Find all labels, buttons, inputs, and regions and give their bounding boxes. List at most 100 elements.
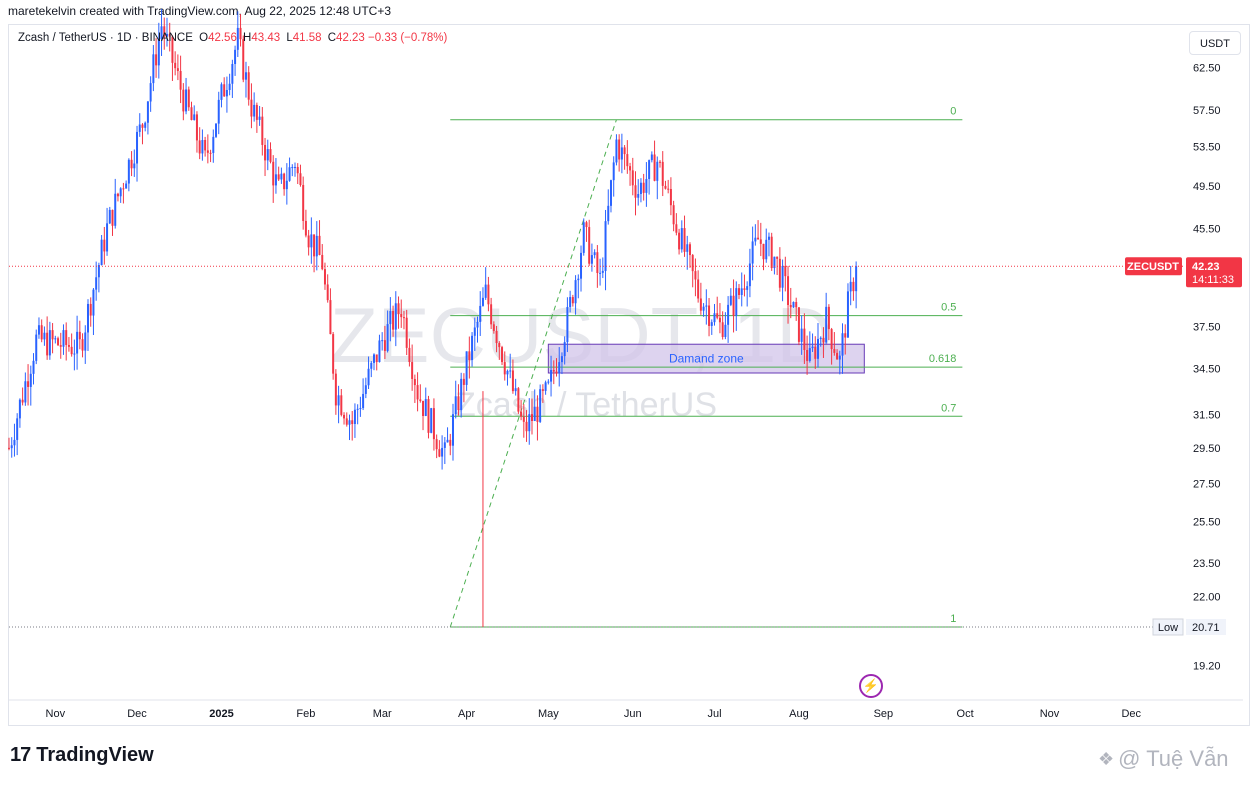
candle-body [171, 36, 174, 63]
candle-body [294, 166, 297, 168]
candle-body [767, 236, 770, 240]
candle-body [27, 381, 30, 387]
candle-body [296, 166, 299, 174]
candle-body [402, 317, 405, 319]
time-axis: Nov Dec 2025 Feb Mar Apr May Jun Jul Aug Sep Oct Nov… [46, 708, 1142, 720]
candle-body [637, 194, 640, 198]
candle-body [525, 421, 528, 432]
candle-body [800, 328, 803, 342]
candle-body [457, 396, 460, 411]
candle-body [269, 149, 272, 162]
lightning-icon[interactable]: ⚡ [859, 674, 883, 698]
candle-body [389, 311, 392, 325]
candle-body [106, 223, 109, 252]
candle-body [759, 239, 762, 244]
fib-retracement: 0 0.5 0.618 0.7 1 [9, 106, 1183, 628]
candle-body [443, 442, 446, 448]
demand-zone: Damand zone [547, 343, 865, 374]
candle-body [675, 224, 678, 233]
candle-body [185, 89, 188, 112]
candle-body [479, 305, 482, 322]
tradingview-logo: 17 TradingView [10, 744, 154, 767]
candle-body [738, 288, 741, 295]
candle-body [501, 347, 504, 363]
time-tick-label: Sep [874, 708, 894, 720]
candle-body [190, 107, 193, 120]
candle-body [770, 236, 773, 269]
candle-body [509, 370, 512, 372]
candle-body [116, 193, 119, 197]
candle-body [732, 295, 735, 316]
candle-body [656, 161, 659, 181]
price-tick-label: 34.50 [1193, 364, 1221, 376]
candle-body [645, 178, 648, 193]
candle-body [688, 244, 691, 256]
candle-body [405, 317, 408, 348]
candle-body [302, 185, 305, 221]
candle-body [653, 154, 656, 181]
legend-high: 43.43 [251, 32, 281, 44]
candle-body [288, 167, 291, 181]
candle-body [699, 298, 702, 311]
candle-body [669, 188, 672, 206]
price-tick-label: 45.50 [1193, 223, 1221, 235]
time-tick-label: Jun [624, 708, 642, 720]
candle-body [528, 414, 531, 432]
candle-body [285, 180, 288, 190]
candle-body [307, 235, 310, 248]
candle-body [787, 276, 790, 306]
time-tick-label: Dec [127, 708, 147, 720]
candle-body [471, 335, 474, 361]
low-tag-label: Low [1158, 622, 1178, 634]
candle-body [272, 161, 275, 186]
candle-body [381, 340, 384, 342]
candle-body [626, 154, 629, 167]
candle-body [323, 269, 326, 285]
candle-body [416, 385, 419, 400]
candle-body [765, 239, 768, 260]
candle-body [629, 166, 632, 171]
low-price-box [1186, 618, 1226, 635]
time-tick-label: Apr [458, 708, 475, 720]
candle-body [59, 345, 62, 347]
candle-body [84, 332, 87, 351]
candle-body [642, 182, 645, 193]
candle-body [89, 303, 92, 316]
candle-body [334, 373, 337, 406]
candle-countdown: 14:11:33 [1192, 274, 1234, 286]
candle-body [386, 324, 389, 351]
fib-level-label: 0.5 [941, 302, 956, 314]
candle-body [413, 378, 416, 386]
candle-body [76, 331, 79, 354]
candle-body [680, 228, 683, 250]
candle-body [648, 160, 651, 179]
candle-body [16, 418, 19, 440]
candle-body [193, 114, 196, 120]
candle-body [242, 39, 245, 80]
candle-body [816, 338, 819, 359]
candle-body [683, 228, 686, 252]
candle-body [778, 258, 781, 288]
candle-body [179, 70, 182, 90]
candle-body [743, 288, 746, 290]
time-tick-label: May [538, 708, 559, 720]
candle-body [710, 322, 713, 326]
candle-body [615, 139, 618, 163]
candle-body [201, 139, 204, 154]
candle-body [304, 220, 307, 236]
candle-body [209, 152, 212, 154]
candle-body [571, 297, 574, 304]
candle-body [165, 33, 168, 37]
low-price-value: 20.71 [1192, 622, 1220, 634]
candle-body [215, 123, 218, 137]
legend-change: −0.33 (−0.78%) [368, 32, 448, 44]
candle-body [198, 140, 201, 154]
candle-body [599, 272, 602, 274]
candle-body [408, 347, 411, 363]
candle-body [511, 370, 514, 392]
candle-body [234, 49, 237, 65]
currency-unit-button[interactable]: USDT [1189, 31, 1241, 55]
candle-body [590, 255, 593, 264]
candle-body [280, 173, 283, 180]
